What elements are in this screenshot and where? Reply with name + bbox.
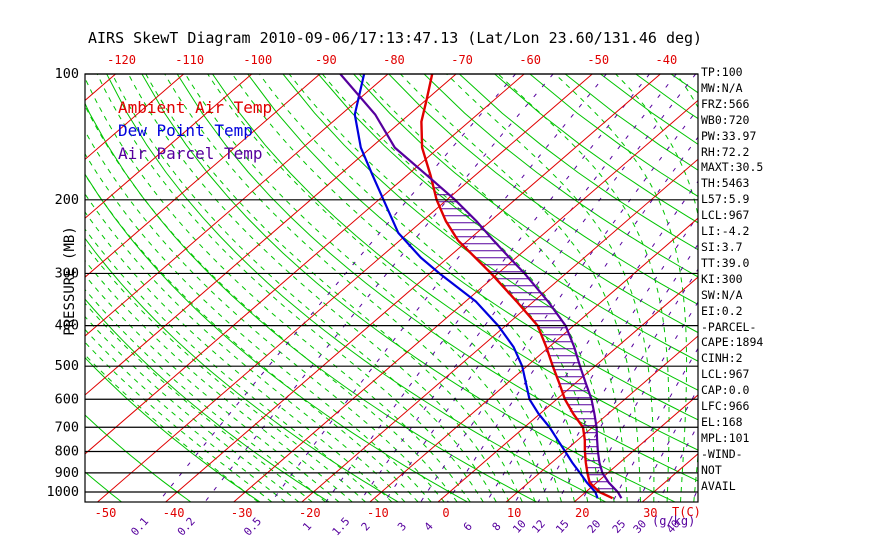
stat-line: NOT [701,462,722,477]
stat-line: LFC:966 [701,399,750,414]
svg-text:-40: -40 [163,506,185,520]
svg-text:6: 6 [461,520,475,534]
page-title: AIRS SkewT Diagram 2010-09-06/17:13:47.1… [88,29,703,47]
stat-line: CAP:0.0 [701,383,750,398]
legend-item-parcel: Air Parcel Temp [118,144,263,163]
svg-text:0.1: 0.1 [128,515,151,538]
svg-text:-30: -30 [231,506,253,520]
mixing-unit-label: (g/kg) [652,514,696,528]
svg-text:500: 500 [55,358,79,374]
stat-line: WB0:720 [701,112,750,127]
stat-line: -WIND- [701,446,743,461]
svg-text:3: 3 [395,520,409,534]
stat-line: MPL:101 [701,430,750,445]
svg-text:200: 200 [55,192,79,208]
svg-text:-50: -50 [95,506,117,520]
stat-line: LCL:967 [701,367,750,382]
svg-text:-80: -80 [383,53,405,67]
svg-text:30: 30 [631,517,650,536]
svg-text:1000: 1000 [46,484,79,500]
temp-unit-label: T(C) [672,505,701,519]
svg-text:4: 4 [422,520,436,534]
stat-line: RH:72.2 [701,144,750,159]
svg-text:-90: -90 [315,53,337,67]
svg-text:1: 1 [300,520,314,534]
svg-text:20: 20 [575,506,589,520]
svg-text:-50: -50 [587,53,609,67]
stat-line: SI:3.7 [701,239,743,254]
svg-text:100: 100 [55,66,79,82]
stat-line: LCL:967 [701,208,750,223]
svg-text:900: 900 [55,465,79,481]
svg-text:0: 0 [442,506,449,520]
svg-text:-70: -70 [451,53,473,67]
svg-text:8: 8 [490,520,504,534]
svg-text:30: 30 [643,506,657,520]
svg-text:800: 800 [55,443,79,459]
svg-text:700: 700 [55,419,79,435]
legend-item-ambient: Ambient Air Temp [118,98,273,117]
stat-line: SW:N/A [701,287,743,302]
stat-line: TH:5463 [701,176,750,191]
legend: Ambient Air Temp Dew Point Temp Air Parc… [118,96,272,165]
svg-text:10: 10 [510,517,529,536]
stat-line: FRZ:566 [701,96,750,111]
svg-text:-10: -10 [367,506,389,520]
stat-line: EI:0.2 [701,303,743,318]
svg-text:-110: -110 [175,53,204,67]
stat-line: LI:-4.2 [701,224,750,239]
svg-text:400: 400 [55,318,79,334]
stat-line: MW:N/A [701,80,743,95]
svg-text:-60: -60 [519,53,541,67]
stat-line: CINH:2 [701,351,743,366]
legend-item-dewpoint: Dew Point Temp [118,121,253,140]
svg-text:-20: -20 [299,506,321,520]
stat-line: CAPE:1894 [701,335,764,350]
svg-text:-100: -100 [243,53,272,67]
stat-line: EL:168 [701,414,743,429]
stat-line: TP:100 [701,65,743,79]
pressure-axis-title: PRESSURE (MB) [62,226,78,336]
stats-panel: TP:100 MW:N/A FRZ:566 WB0:720 PW:33.97 RH:72.… [701,65,763,494]
svg-text:12: 12 [529,517,548,536]
svg-text:1.5: 1.5 [330,515,353,538]
stat-line: TT:39.0 [701,255,750,270]
svg-text:-40: -40 [656,53,678,67]
stat-line: MAXT:30.5 [701,160,764,175]
svg-text:600: 600 [55,391,79,407]
stat-line: L57:5.9 [701,192,750,207]
stat-line: KI:300 [701,271,743,286]
svg-text:10: 10 [507,506,521,520]
svg-text:300: 300 [55,265,79,281]
svg-text:20: 20 [585,517,604,536]
svg-text:25: 25 [610,517,629,536]
stat-line: PW:33.97 [701,128,757,143]
stat-line: AVAIL [701,478,736,493]
svg-text:-120: -120 [107,53,136,67]
stat-line: -PARCEL- [701,319,757,334]
svg-text:2: 2 [359,520,373,534]
svg-text:15: 15 [553,517,572,536]
